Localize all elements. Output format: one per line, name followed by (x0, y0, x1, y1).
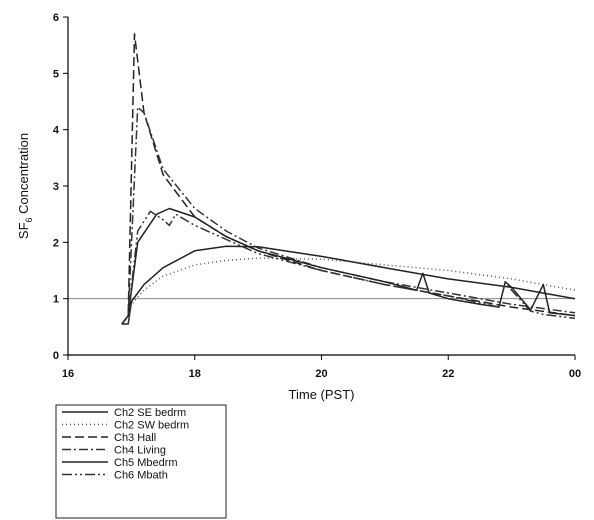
series-line (121, 257, 576, 325)
y-axis-title-post: Concentration (16, 133, 31, 218)
legend-label: Ch2 SW bedrm (114, 420, 189, 432)
x-tick-label: 22 (442, 368, 454, 380)
y-tick-label: 3 (53, 181, 59, 193)
series-line (121, 106, 576, 325)
x-tick-label: 16 (62, 368, 74, 380)
y-tick-label: 2 (53, 237, 59, 249)
y-tick-label: 6 (53, 12, 59, 24)
legend-label: Ch5 Mbedrm (114, 457, 178, 469)
legend-label: Ch3 Hall (114, 432, 156, 444)
legend-label: Ch4 Living (114, 445, 166, 457)
y-tick-label: 4 (53, 125, 60, 137)
series-layer (121, 33, 576, 325)
y-axis-title: SF6 Concentration (16, 133, 34, 239)
legend-label: Ch6 Mbath (114, 470, 168, 482)
series-line (121, 207, 576, 325)
series-line (121, 210, 576, 325)
x-tick-label: 18 (189, 368, 201, 380)
y-tick-label: 1 (53, 294, 59, 306)
y-tick-label: 0 (53, 350, 59, 362)
series-line (121, 245, 576, 325)
x-tick-label: 20 (315, 368, 327, 380)
y-axis-title-subscript: 6 (24, 217, 34, 222)
legend-label: Ch2 SE bedrm (114, 407, 186, 419)
x-axis-title: Time (PST) (289, 387, 355, 402)
x-tick-label: 00 (569, 368, 581, 380)
axes-layer: 0 1 2 3 4 5 6 16 18 20 22 00 (53, 12, 581, 380)
y-axis-title-pre: SF (16, 222, 31, 239)
y-tick-label: 5 (53, 68, 59, 80)
